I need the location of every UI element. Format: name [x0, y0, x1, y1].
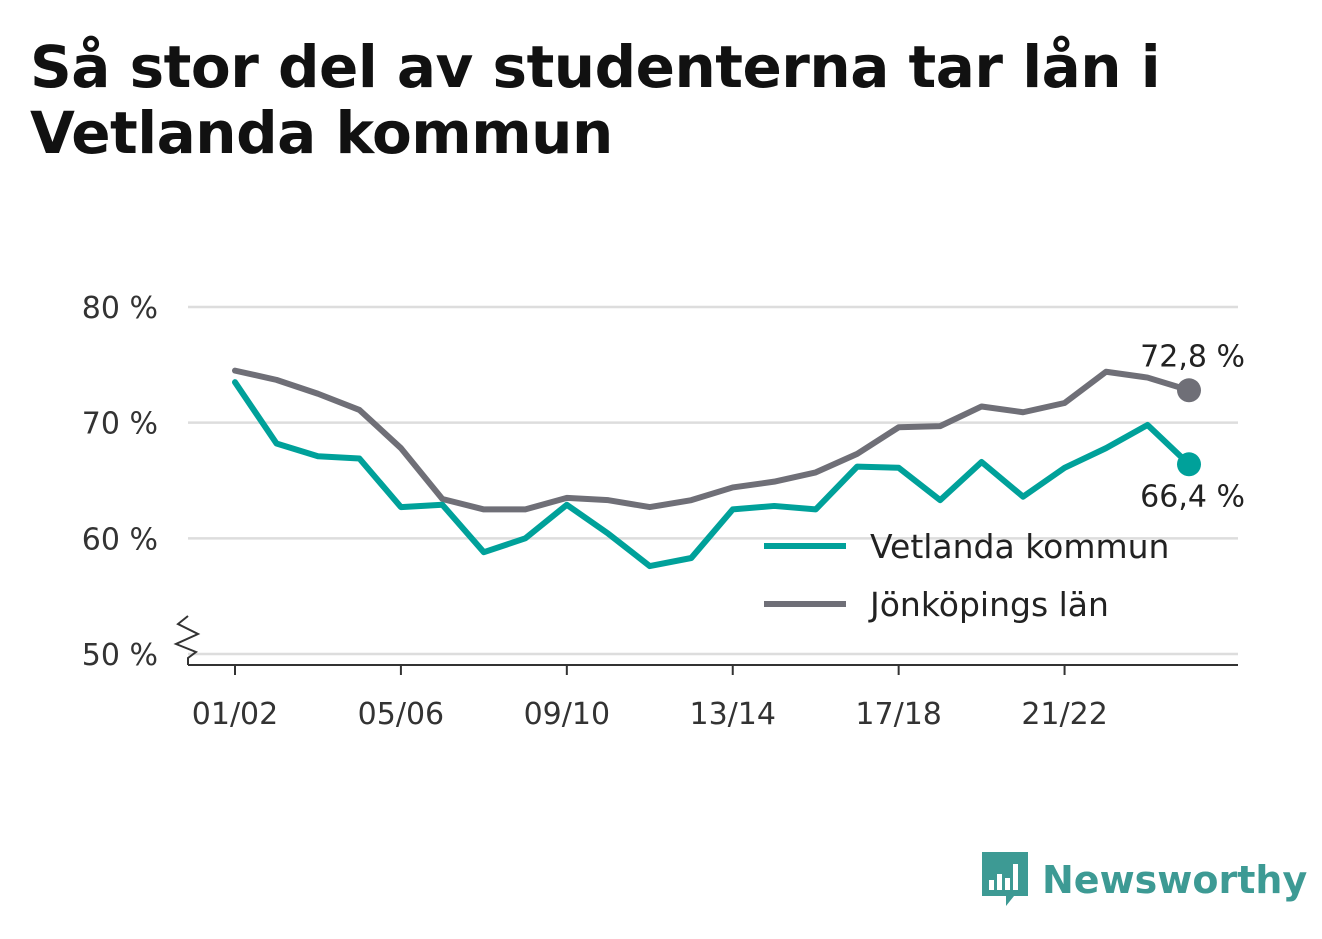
series-end-point-1	[1177, 378, 1201, 403]
end-label-jonkoping: 72,8 %	[1140, 339, 1245, 374]
legend-label-vetlanda: Vetlanda kommun	[870, 527, 1169, 566]
x-tick-label: 17/18	[855, 697, 941, 732]
gridlines	[188, 305, 1238, 656]
x-tick-label: 13/14	[690, 697, 776, 732]
y-tick-label: 70 %	[82, 407, 158, 442]
axis-break-icon	[173, 615, 201, 665]
newsworthy-logo-icon	[982, 852, 1028, 906]
brand-name: Newsworthy	[1042, 858, 1308, 902]
end-label-vetlanda: 66,4 %	[1140, 479, 1245, 514]
x-tick-label: 09/10	[524, 697, 610, 732]
series-line-1	[232, 367, 1192, 513]
x-tick-label: 01/02	[192, 697, 278, 732]
series-lines: 72,8 % 66,4 %	[232, 339, 1245, 570]
legend: Vetlanda kommun Jönköpings län	[764, 527, 1169, 624]
x-tick-label: 05/06	[358, 697, 444, 732]
series-end-point-0	[1177, 452, 1201, 477]
newsworthy-brand: Newsworthy	[980, 850, 1307, 910]
y-tick-label: 80 %	[82, 291, 158, 326]
y-tick-label: 60 %	[82, 522, 158, 557]
axes: 80 % 70 % 60 % 50 % 01/02 05/06 09/10 13/14 17/1…	[82, 291, 1238, 732]
legend-label-jonkoping: Jönköpings län	[868, 585, 1109, 624]
x-tick-label: 21/22	[1021, 697, 1107, 732]
chart-title: Så stor del av studenterna tar lån i Vet…	[30, 33, 1161, 167]
series-line-0	[232, 379, 1192, 570]
y-tick-label: 50 %	[82, 638, 158, 673]
